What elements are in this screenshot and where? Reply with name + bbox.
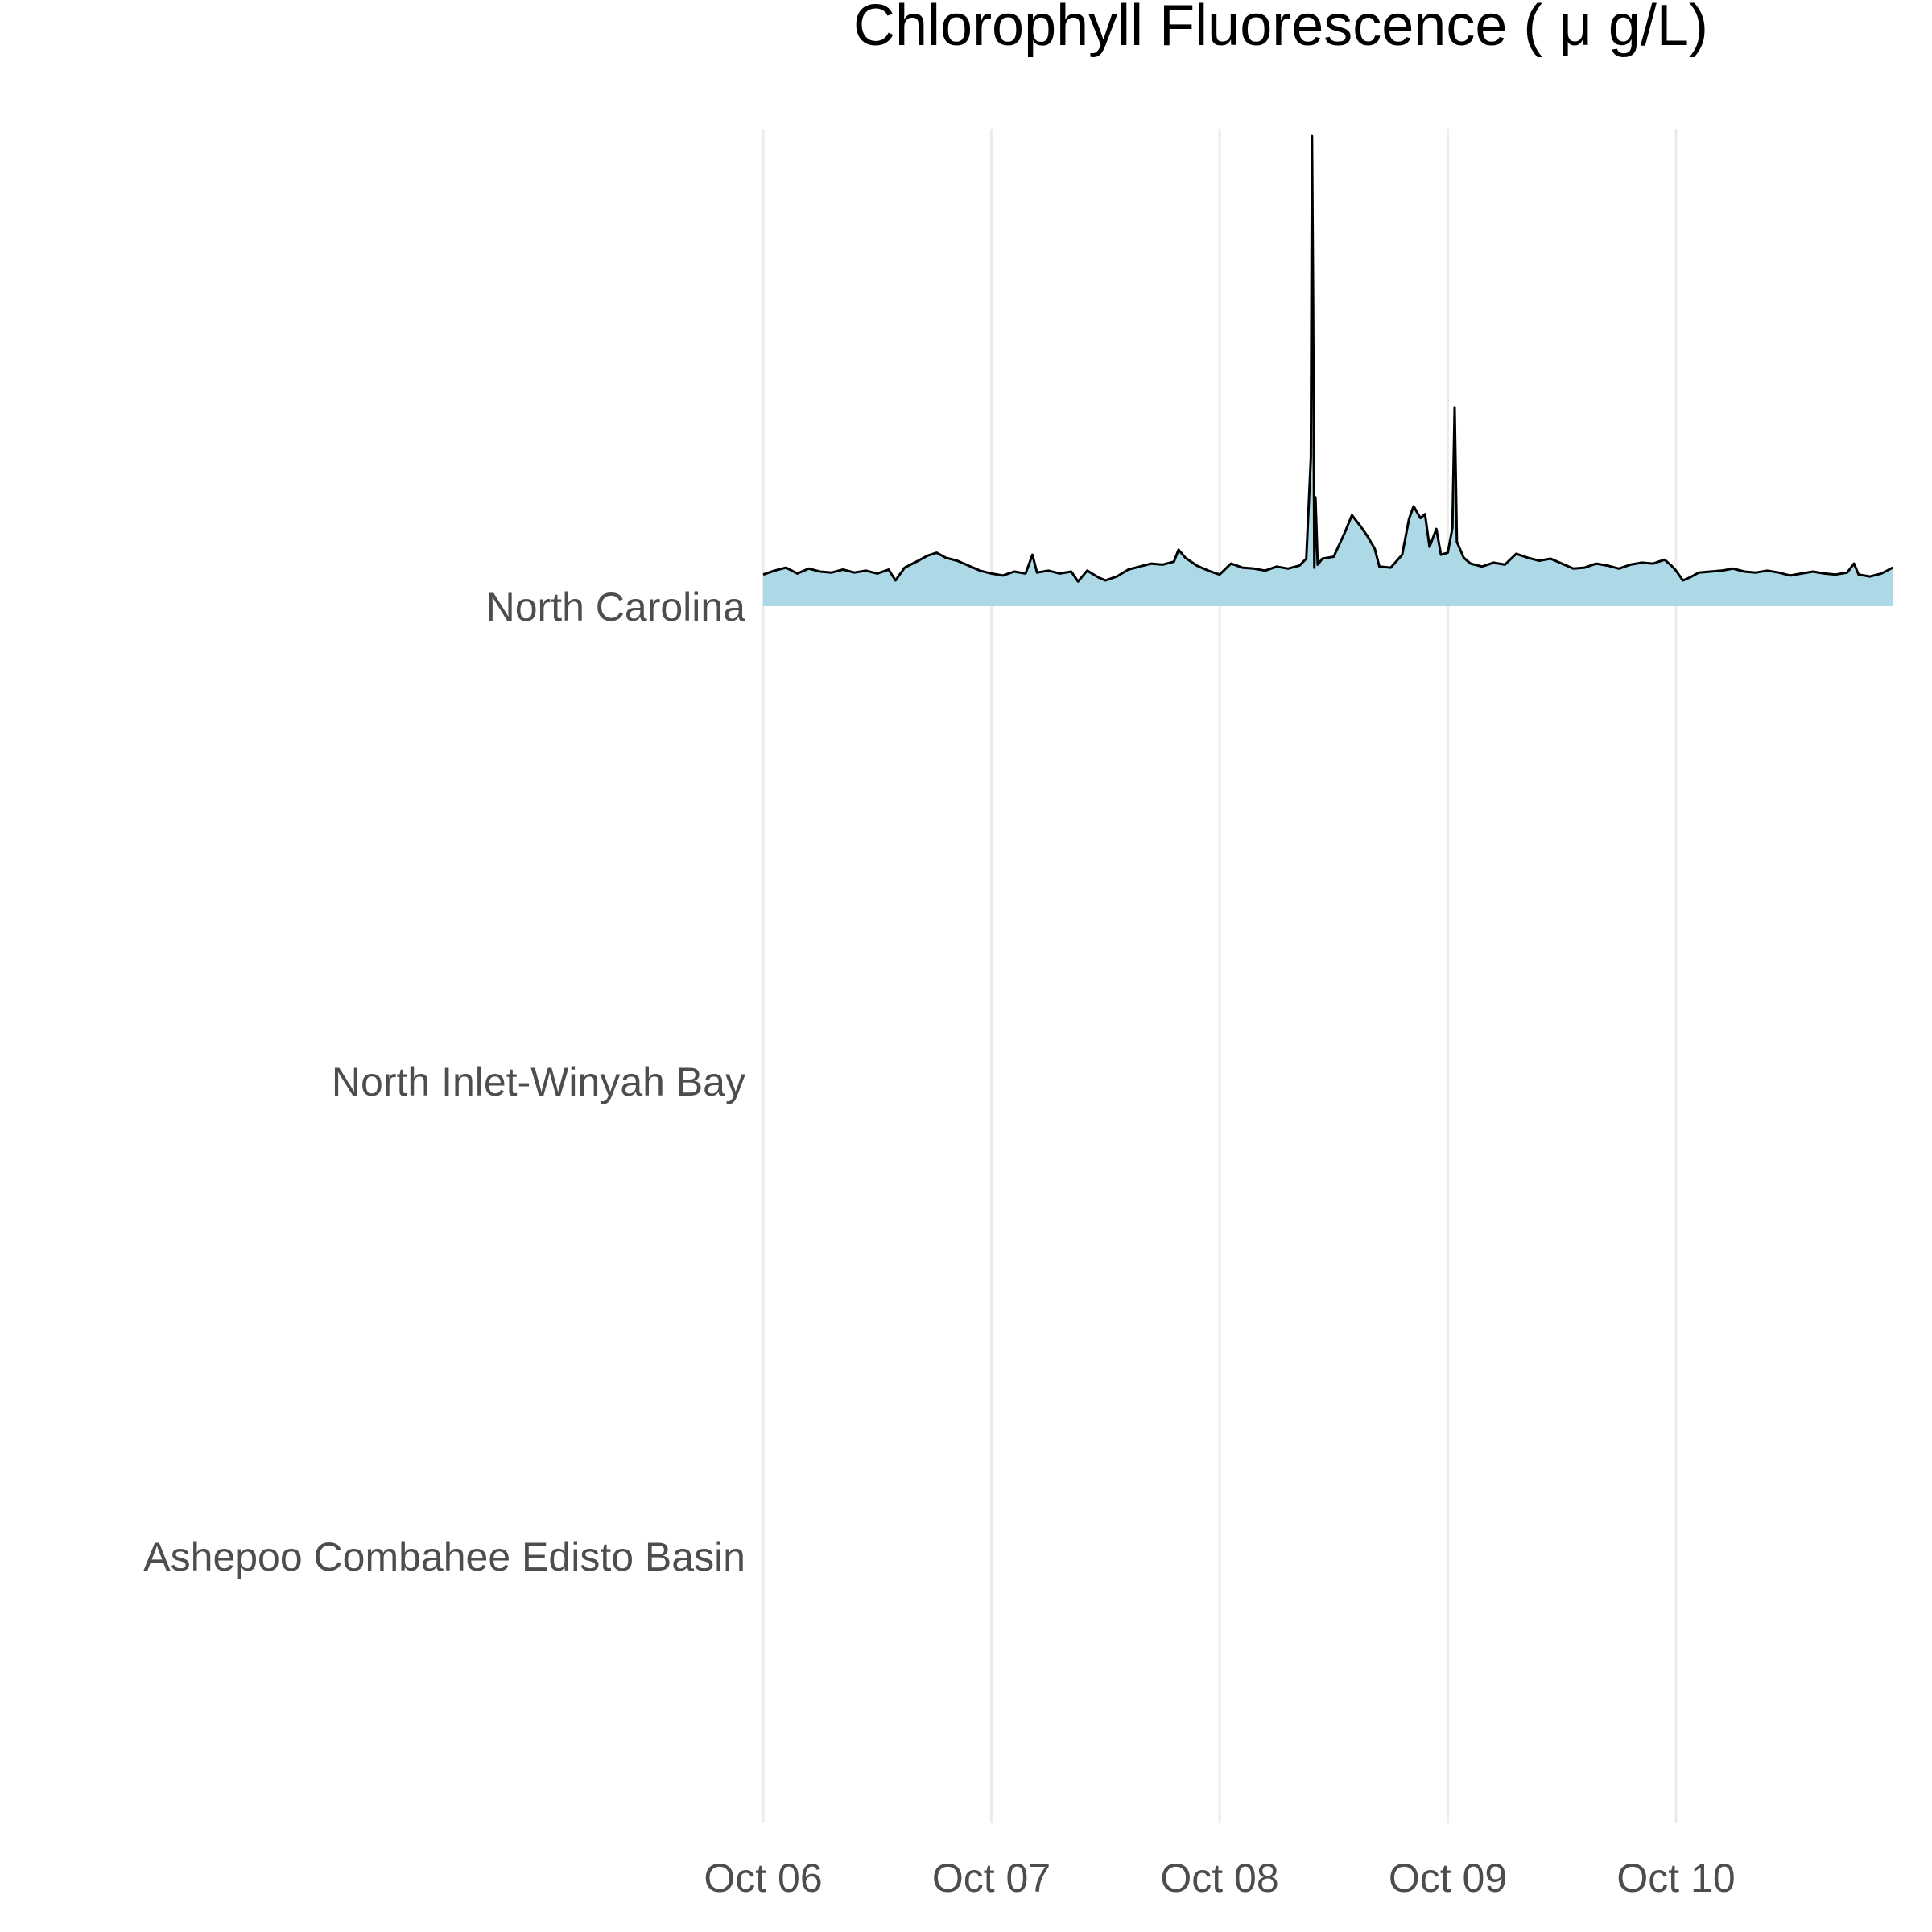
row-label-north-carolina: North Carolina: [486, 584, 746, 630]
x-tick-label: Oct 07: [932, 1856, 1051, 1901]
x-tick-label: Oct 09: [1389, 1856, 1507, 1901]
grid: [762, 129, 1678, 1823]
x-tick-label: Oct 06: [704, 1856, 822, 1901]
series-line-north-carolina: [762, 134, 1893, 583]
row-label-north-inlet-winyah-bay: North Inlet-Winyah Bay: [332, 1059, 745, 1104]
ridge-areas: [762, 134, 1893, 607]
x-tick-label: Oct 08: [1160, 1856, 1278, 1901]
row-labels: North Carolina North Inlet-Winyah Bay Ashe…: [143, 584, 745, 1579]
x-tick-label: Oct 10: [1616, 1856, 1735, 1901]
row-label-ashepoo-combahee-edisto-basin: Ashepoo Combahee Edisto Basin: [143, 1534, 745, 1579]
x-axis-ticks: Oct 06 Oct 07 Oct 08 Oct 09 Oct 10: [704, 1856, 1735, 1901]
area-fill-north-carolina: [763, 136, 1893, 607]
chart-title: Chlorophyll Fluorescence ( μ g/L): [853, 0, 1708, 58]
